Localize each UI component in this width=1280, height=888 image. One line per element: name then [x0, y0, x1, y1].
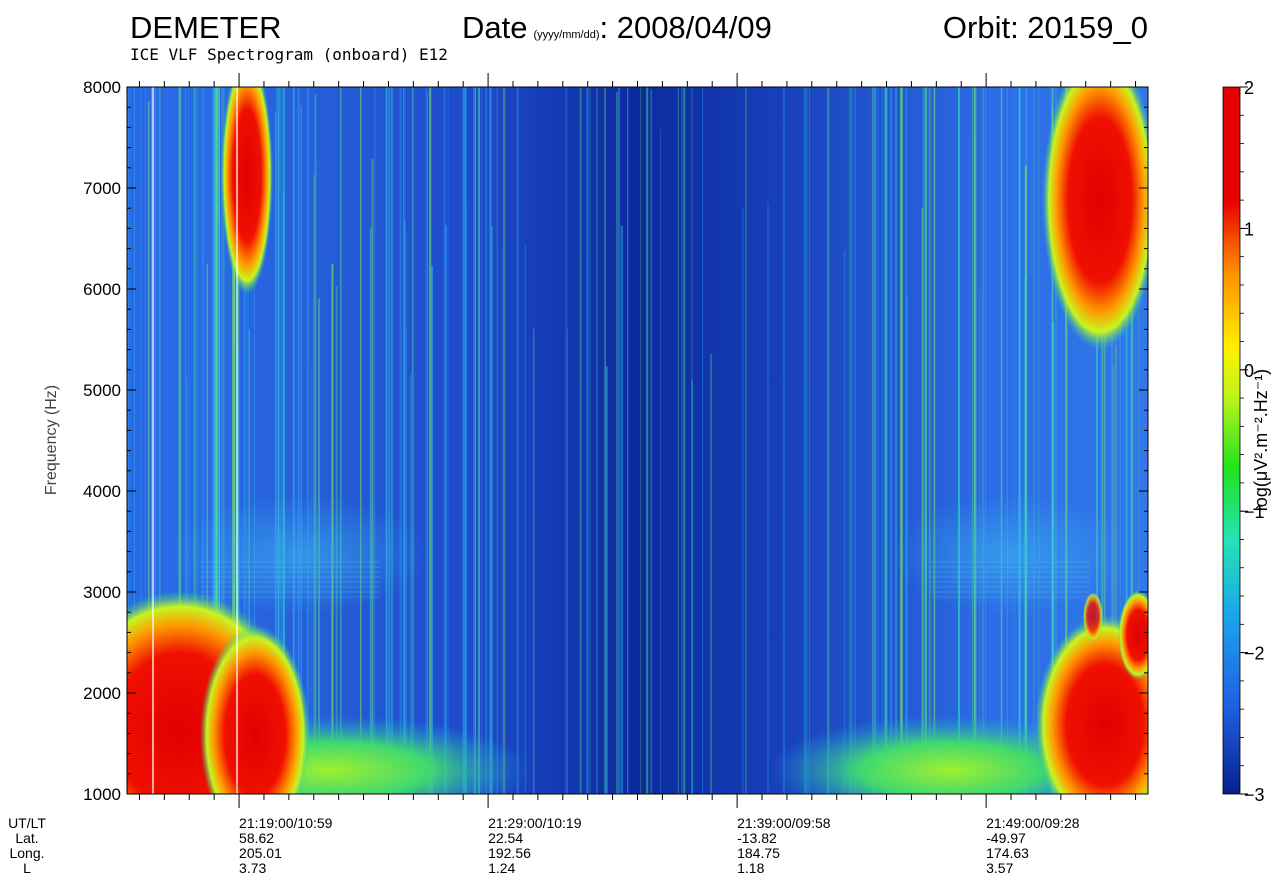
- colorbar-tick-label: 1: [1244, 219, 1254, 239]
- y-tick-label: 3000: [83, 583, 121, 602]
- hot-region-left-mid: [200, 625, 310, 794]
- hot-region-right-low: [1035, 615, 1148, 794]
- colorbar-tick-label: −1: [1244, 502, 1265, 522]
- x-tick-value: 1.24: [488, 860, 515, 876]
- x-tick-value: 184.75: [737, 845, 780, 861]
- hiss-band-right: [890, 495, 1130, 615]
- hot-region-left-top: [221, 87, 273, 295]
- spectrogram-plot: [127, 87, 1148, 794]
- x-tick-value: 58.62: [239, 830, 274, 846]
- y-axis-label: Frequency (Hz): [43, 385, 60, 495]
- y-tick-label: 2000: [83, 684, 121, 703]
- x-row-label: Long.: [9, 845, 44, 861]
- hot-region-right-top: [1042, 87, 1148, 350]
- date-format: (yyyy/mm/dd): [533, 29, 599, 41]
- x-tick-value: 3.73: [239, 860, 266, 876]
- y-tick-label: 1000: [83, 785, 121, 804]
- y-tick-label: 5000: [83, 381, 121, 400]
- mission-title: DEMETER: [130, 10, 282, 45]
- x-tick-value: 21:39:00/09:58: [737, 815, 831, 831]
- hiss-band-left: [170, 495, 430, 615]
- colorbar-ticks: 2 1 0 −1 −2 −3: [1240, 78, 1265, 805]
- x-tick-value: 21:49:00/09:28: [986, 815, 1080, 831]
- x-tick-value: -13.82: [737, 830, 777, 846]
- x-row-label: Lat.: [15, 830, 38, 846]
- x-tick-value: -49.97: [986, 830, 1026, 846]
- hot-region-right-mid: [1118, 590, 1148, 680]
- colorbar-label: log(μV².m⁻².Hz⁻¹): [1251, 369, 1271, 511]
- y-tick-label: 7000: [83, 179, 121, 198]
- axes: 1000 2000 3000 4000 5000 6000 7000 8000: [83, 73, 1148, 808]
- y-tick-label: 8000: [83, 78, 121, 97]
- x-tick-value: 192.56: [488, 845, 531, 861]
- x-tick-value: 21:19:00/10:59: [239, 815, 333, 831]
- orbit-label: Orbit: 20159_0: [943, 10, 1148, 45]
- hot-region-right-small: [1083, 592, 1103, 642]
- y-tick-label: 6000: [83, 280, 121, 299]
- x-tick-value: 3.57: [986, 860, 1013, 876]
- y-tick-label: 4000: [83, 482, 121, 501]
- colorbar-tick-label: 2: [1244, 78, 1254, 98]
- colorbar-tick-label: −2: [1244, 644, 1265, 664]
- x-tick-value: 205.01: [239, 845, 282, 861]
- subtitle: ICE VLF Spectrogram (onboard) E12: [130, 45, 448, 64]
- colorbar-tick-label: 0: [1244, 361, 1254, 381]
- x-tick-value: 22.54: [488, 830, 523, 846]
- x-row-label: L: [23, 860, 31, 876]
- x-tick-value: 174.63: [986, 845, 1029, 861]
- x-tick-value: 1.18: [737, 860, 764, 876]
- x-row-label: UT/LT: [8, 815, 46, 831]
- date-value: : 2008/04/09: [599, 10, 771, 45]
- colorbar: [1222, 86, 1241, 795]
- x-tick-value: 21:29:00/10:19: [488, 815, 582, 831]
- date-word: Date: [462, 10, 527, 45]
- colorbar-tick-label: −3: [1244, 785, 1265, 805]
- date-label: Date (yyyy/mm/dd): 2008/04/09: [462, 10, 772, 45]
